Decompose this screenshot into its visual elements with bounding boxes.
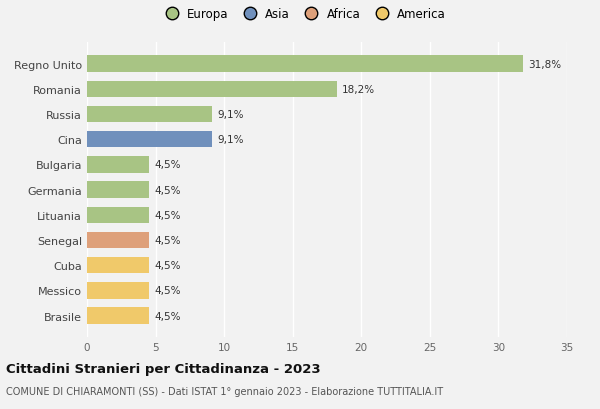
Bar [87,107,212,123]
Text: 4,5%: 4,5% [154,261,181,271]
Bar [87,182,149,198]
Bar [87,157,149,173]
Bar [87,81,337,98]
Text: 9,1%: 9,1% [217,110,244,120]
Text: 31,8%: 31,8% [529,60,562,70]
Bar [87,308,149,324]
Text: 4,5%: 4,5% [154,236,181,245]
Text: 4,5%: 4,5% [154,311,181,321]
Text: Cittadini Stranieri per Cittadinanza - 2023: Cittadini Stranieri per Cittadinanza - 2… [6,362,320,375]
Text: 4,5%: 4,5% [154,286,181,296]
Legend: Europa, Asia, Africa, America: Europa, Asia, Africa, America [155,3,451,26]
Bar [87,132,212,148]
Text: 18,2%: 18,2% [342,85,375,94]
Text: 4,5%: 4,5% [154,185,181,195]
Bar [87,207,149,223]
Bar [87,232,149,249]
Text: 4,5%: 4,5% [154,160,181,170]
Bar [87,56,523,73]
Text: 9,1%: 9,1% [217,135,244,145]
Bar [87,257,149,274]
Bar [87,283,149,299]
Text: COMUNE DI CHIARAMONTI (SS) - Dati ISTAT 1° gennaio 2023 - Elaborazione TUTTITALI: COMUNE DI CHIARAMONTI (SS) - Dati ISTAT … [6,387,443,396]
Text: 4,5%: 4,5% [154,210,181,220]
